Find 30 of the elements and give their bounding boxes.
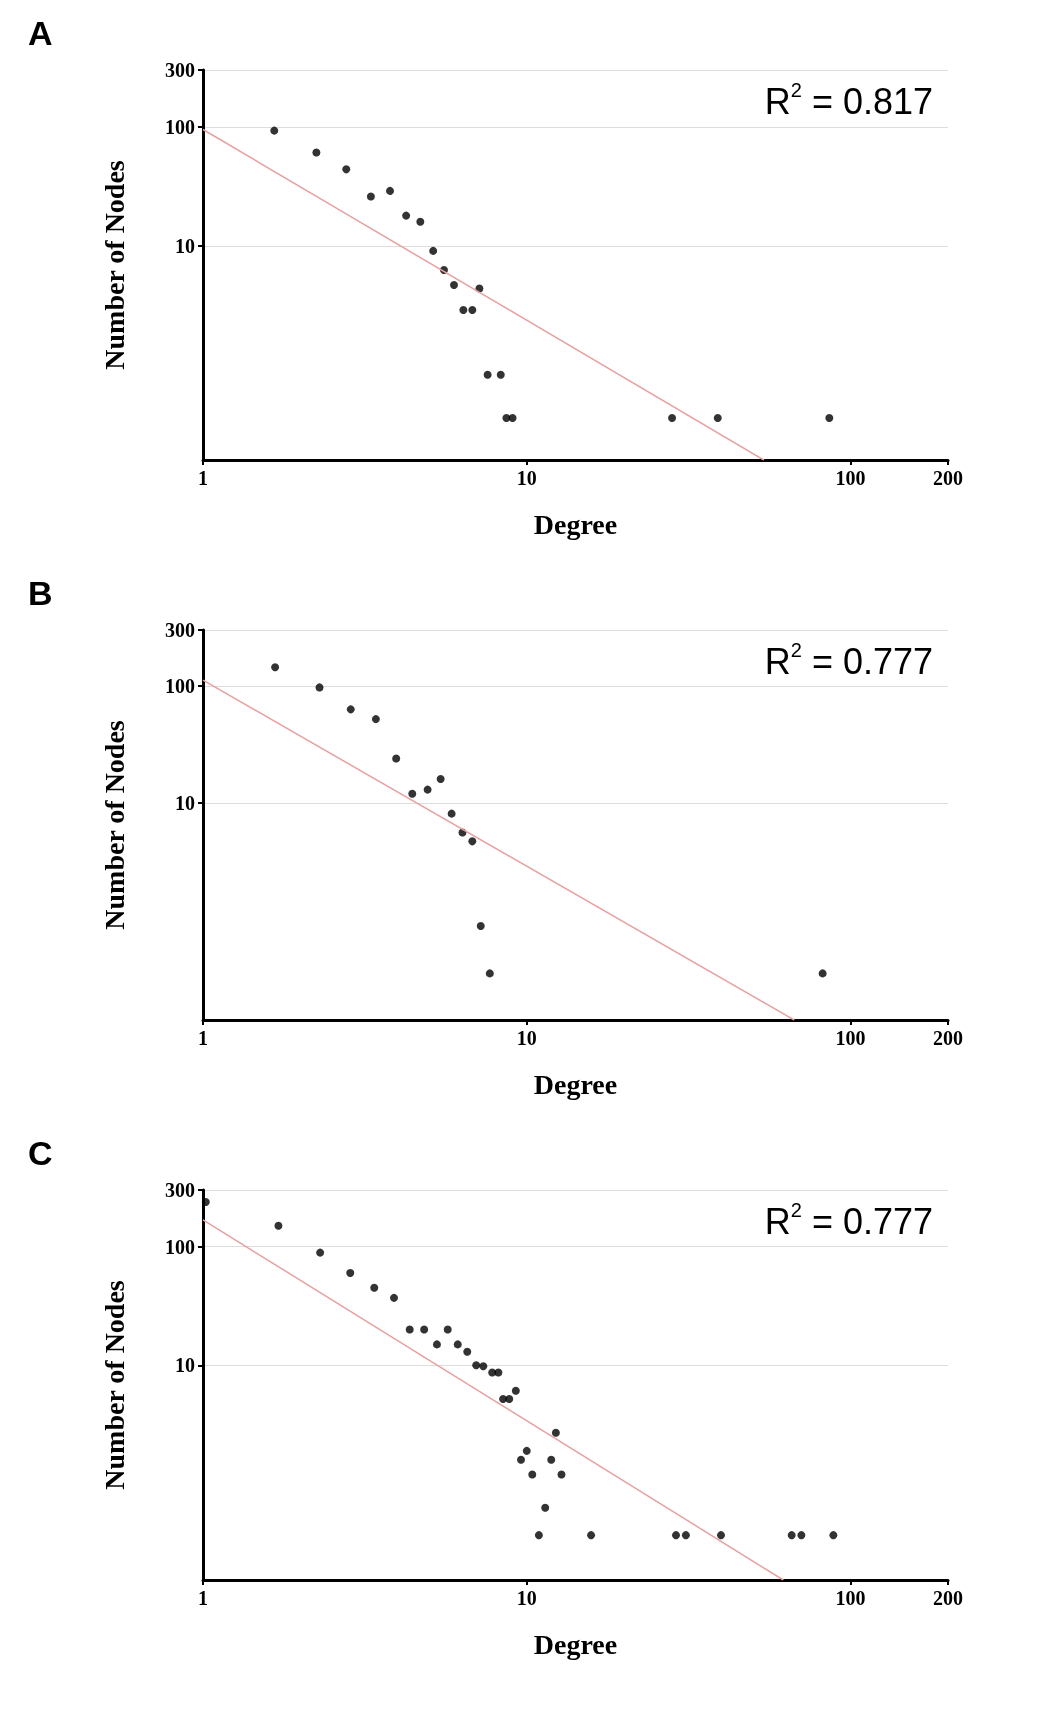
x-tick-label: 10 <box>516 1587 537 1609</box>
x-tick-label: 200 <box>933 467 963 489</box>
y-tick-label: 300 <box>165 59 195 81</box>
y-tick-label: 100 <box>165 674 195 697</box>
x-tick-label: 1 <box>198 1027 208 1049</box>
x-tick-label: 1 <box>198 1587 208 1609</box>
x-tick-label: 100 <box>835 467 866 489</box>
x-tick-label: 100 <box>835 1027 866 1049</box>
y-tick-label: 10 <box>175 1354 195 1377</box>
chart-title: C <box>28 1134 53 1172</box>
x-tick-label: 100 <box>835 1587 866 1609</box>
y-tick-label: 100 <box>165 115 195 138</box>
y-axis-title: Number of Nodes <box>98 1280 130 1490</box>
x-axis-title: Degree <box>533 1068 618 1100</box>
y-tick-label: 300 <box>165 1179 195 1201</box>
x-tick-label: 1 <box>198 467 208 489</box>
y-tick-label: 10 <box>175 235 195 258</box>
y-axis-title: Number of Nodes <box>98 720 130 930</box>
y-tick-label: 100 <box>165 1235 195 1258</box>
x-axis-title: Degree <box>533 508 618 540</box>
chart-title: A <box>28 14 53 52</box>
y-tick-label: 10 <box>175 791 195 814</box>
x-tick-label: 200 <box>933 1587 963 1609</box>
x-tick-label: 10 <box>516 1027 537 1049</box>
x-tick-label: 10 <box>516 467 537 489</box>
x-axis-title: Degree <box>533 1628 618 1660</box>
chart-title: B <box>28 574 53 612</box>
x-tick-label: 200 <box>933 1027 963 1049</box>
y-axis-title: Number of Nodes <box>98 160 130 370</box>
y-tick-label: 300 <box>165 619 195 641</box>
